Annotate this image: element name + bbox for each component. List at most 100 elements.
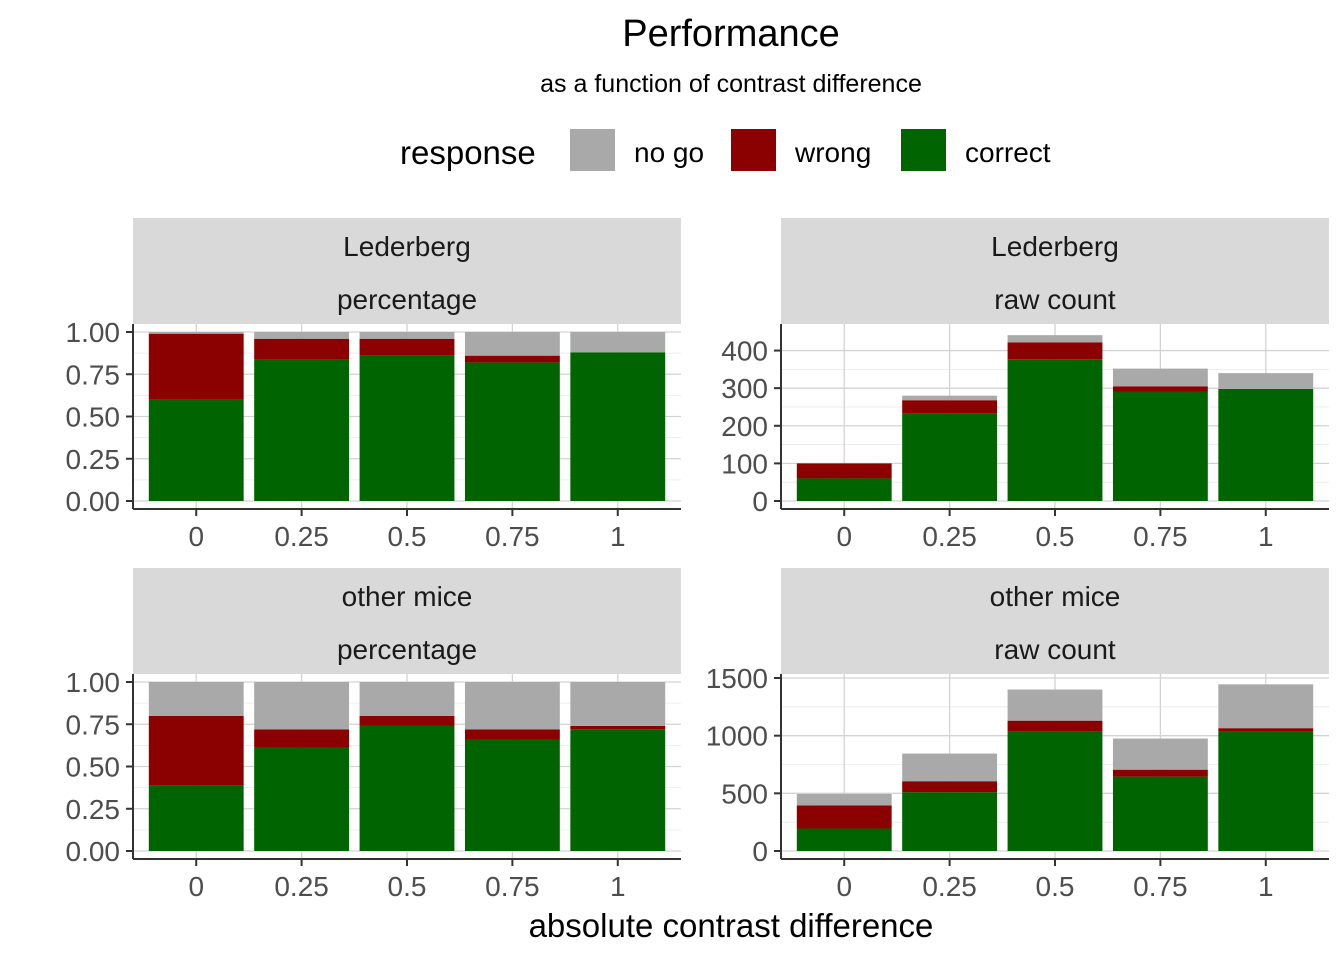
chart-subtitle: as a function of contrast difference [540, 70, 922, 98]
bar-correct-0-25 [254, 747, 350, 851]
bar-no-go-0-25 [902, 753, 998, 782]
y-tick-label: 0 [752, 836, 768, 867]
x-tick-label: 0.75 [1133, 521, 1188, 552]
y-tick-label: 500 [721, 778, 768, 809]
strip-label: other mice [342, 581, 473, 612]
x-tick-label: 0.5 [388, 521, 427, 552]
legend-key-correct [901, 129, 946, 171]
x-tick-label: 0 [836, 871, 852, 902]
bar-no-go-0-25 [254, 682, 350, 730]
strip-label: raw count [994, 284, 1116, 315]
strip-background [133, 218, 681, 324]
strip-background [781, 218, 1329, 324]
bar-wrong-0-75 [464, 729, 560, 740]
bar-correct-0-25 [902, 792, 998, 851]
bar-wrong-1 [1218, 728, 1314, 732]
bar-no-go-1 [570, 682, 666, 726]
facet-panel-lederberg-percentage: Lederbergpercentage0.000.250.500.751.000… [66, 218, 681, 552]
y-tick-label: 300 [721, 373, 768, 404]
bar-no-go-0-75 [464, 682, 560, 730]
legend-label-correct: correct [965, 137, 1051, 168]
bar-no-go-0-5 [1007, 335, 1103, 343]
y-tick-label: 0.50 [66, 402, 121, 433]
x-tick-label: 0 [836, 521, 852, 552]
y-tick-label: 100 [721, 448, 768, 479]
bar-wrong-0-5 [359, 715, 455, 726]
y-tick-label: 0.25 [66, 444, 121, 475]
y-tick-label: 200 [721, 411, 768, 442]
legend-key-wrong [731, 129, 776, 171]
bar-correct-0 [148, 399, 244, 501]
bar-wrong-0-25 [254, 729, 350, 748]
legend-label-wrong: wrong [794, 137, 871, 168]
y-tick-label: 1000 [706, 721, 768, 752]
bar-correct-0-75 [464, 739, 560, 851]
x-tick-label: 0 [188, 521, 204, 552]
y-tick-label: 0.75 [66, 359, 121, 390]
x-tick-label: 0.5 [1036, 871, 1075, 902]
y-tick-label: 1.00 [66, 667, 121, 698]
x-tick-label: 0.5 [388, 871, 427, 902]
bar-no-go-0 [796, 793, 892, 806]
bar-correct-0-5 [359, 355, 455, 501]
strip-label: raw count [994, 634, 1116, 665]
bar-correct-1 [1218, 731, 1314, 851]
x-tick-label: 0.5 [1036, 521, 1075, 552]
x-tick-label: 0.75 [485, 521, 540, 552]
bar-correct-0 [796, 478, 892, 501]
x-tick-label: 0.75 [485, 871, 540, 902]
strip-label: Lederberg [343, 231, 471, 262]
bar-correct-0-5 [1007, 731, 1103, 851]
strip-background [133, 568, 681, 674]
bar-no-go-0-5 [359, 332, 455, 339]
x-tick-label: 0.25 [922, 521, 977, 552]
bar-no-go-0 [148, 682, 244, 716]
bar-wrong-0-5 [1007, 720, 1103, 732]
bar-wrong-0-25 [902, 400, 998, 414]
x-tick-label: 0.75 [1133, 871, 1188, 902]
bar-wrong-0-75 [1112, 386, 1208, 392]
bar-no-go-0-75 [464, 332, 560, 356]
y-tick-label: 1.00 [66, 317, 121, 348]
bar-correct-0-25 [254, 359, 350, 501]
bar-wrong-0 [148, 715, 244, 786]
x-axis-label: absolute contrast difference [529, 907, 934, 944]
x-tick-label: 1 [610, 521, 626, 552]
bar-correct-0-25 [902, 413, 998, 501]
facet-panels: Lederbergpercentage0.000.250.500.751.000… [66, 218, 1329, 902]
y-tick-label: 400 [721, 336, 768, 367]
legend-key-no-go [570, 129, 615, 171]
x-tick-label: 0 [188, 871, 204, 902]
y-tick-label: 0.50 [66, 752, 121, 783]
bar-wrong-0-5 [1007, 342, 1103, 360]
strip-background [781, 568, 1329, 674]
bar-no-go-0 [148, 332, 244, 334]
x-tick-label: 0.25 [274, 521, 329, 552]
bar-correct-1 [570, 729, 666, 851]
x-tick-label: 0.25 [274, 871, 329, 902]
bar-wrong-0 [796, 805, 892, 829]
bar-correct-0 [148, 785, 244, 851]
bar-wrong-0-25 [254, 338, 350, 360]
bar-correct-0-5 [359, 725, 455, 851]
bar-wrong-0 [796, 463, 892, 479]
y-tick-label: 0.00 [66, 486, 121, 517]
strip-label: percentage [337, 284, 477, 315]
bar-correct-0-75 [1112, 776, 1208, 851]
bar-no-go-0-25 [254, 332, 350, 339]
facet-panel-other-mice-percentage: other micepercentage0.000.250.500.751.00… [66, 568, 681, 902]
bar-correct-0-5 [1007, 359, 1103, 501]
y-tick-label: 0.25 [66, 794, 121, 825]
legend-label-no-go: no go [634, 137, 704, 168]
legend-title: response [400, 134, 536, 171]
bar-wrong-1 [570, 725, 666, 730]
bar-no-go-0-5 [359, 682, 455, 716]
bar-correct-0 [796, 828, 892, 851]
x-tick-label: 0.25 [922, 871, 977, 902]
y-tick-label: 1500 [706, 663, 768, 694]
bar-no-go-1 [570, 332, 666, 353]
strip-label: percentage [337, 634, 477, 665]
bar-no-go-0-75 [1112, 738, 1208, 770]
bar-no-go-0-25 [902, 395, 998, 401]
